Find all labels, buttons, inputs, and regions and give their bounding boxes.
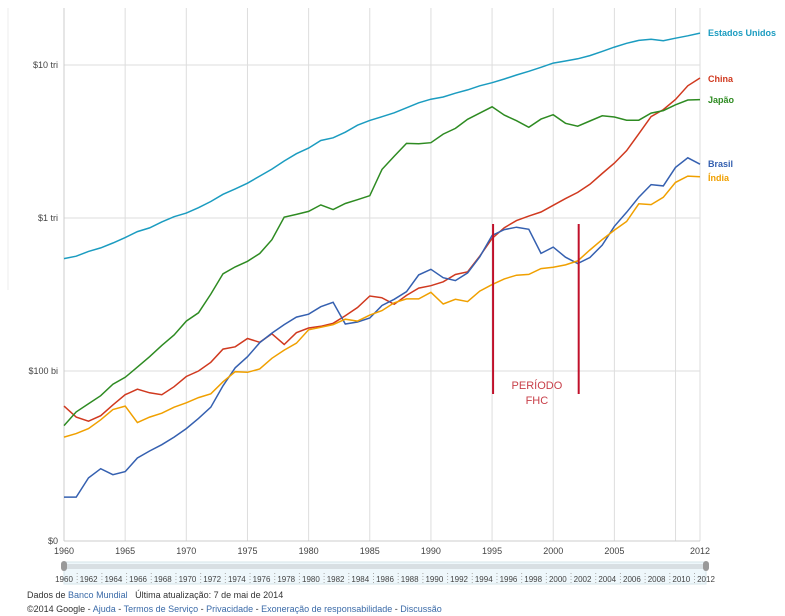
timeline-label: 2000 xyxy=(549,575,567,584)
series-line-Índia[interactable] xyxy=(63,175,701,438)
timeline-label: 1994 xyxy=(475,575,493,584)
timeline-label: 1976 xyxy=(253,575,271,584)
x-tick-label: 1975 xyxy=(237,546,257,556)
series-line-Estados Unidos[interactable] xyxy=(63,32,701,260)
timeline-label: 1964 xyxy=(104,575,122,584)
timeline-label: 1980 xyxy=(302,575,320,584)
terms-link[interactable]: Termos de Serviço xyxy=(123,604,199,614)
data-prefix: Dados de xyxy=(27,590,66,600)
timeline-range[interactable] xyxy=(64,564,706,569)
x-tick-label: 1970 xyxy=(176,546,196,556)
timeline-label: 2002 xyxy=(574,575,592,584)
x-tick-label: 1980 xyxy=(299,546,319,556)
timeline-label: 1962 xyxy=(80,575,98,584)
timeline-label: 1974 xyxy=(228,575,246,584)
timeline-label: 1984 xyxy=(351,575,369,584)
x-tick-label: 1990 xyxy=(421,546,441,556)
series-line-Brasil[interactable] xyxy=(64,156,701,498)
y-tick-label: $1 tri xyxy=(38,213,58,223)
timeline-label: 2008 xyxy=(648,575,666,584)
y-tick-label: $100 bi xyxy=(28,366,58,376)
x-tick-label: 1985 xyxy=(360,546,380,556)
series-line-Japão[interactable] xyxy=(63,98,701,427)
timeline-label: 1982 xyxy=(327,575,345,584)
timeline-label: 1990 xyxy=(425,575,443,584)
timeline-label: 1988 xyxy=(401,575,419,584)
x-tick-label: 1960 xyxy=(54,546,74,556)
timeline-label: 2006 xyxy=(623,575,641,584)
series-label: China xyxy=(708,74,734,84)
timeline-handle-right[interactable] xyxy=(703,561,709,571)
timeline-handle-left[interactable] xyxy=(61,561,67,571)
timeline-label: 1970 xyxy=(179,575,197,584)
timeline-label: 1968 xyxy=(154,575,172,584)
copyright: ©2014 Google - xyxy=(27,604,91,614)
x-tick-label: 1995 xyxy=(482,546,502,556)
privacy-link[interactable]: Privacidade xyxy=(206,604,254,614)
series-line-China[interactable] xyxy=(63,77,701,423)
data-source-link[interactable]: Banco Mundial xyxy=(68,590,128,600)
gdp-line-chart: 1960 1965 1970 1975 1980 1985 1990 1995 2000 2005… xyxy=(7,8,776,585)
timeline-label: 2010 xyxy=(672,575,690,584)
x-tick-label: 2000 xyxy=(543,546,563,556)
help-link[interactable]: Ajuda xyxy=(92,604,116,614)
timeline-label: 1960 xyxy=(55,575,73,584)
timeline-label: 2012 xyxy=(697,575,715,584)
x-tick-label: 1965 xyxy=(115,546,135,556)
timeline-label: 1972 xyxy=(203,575,221,584)
timeline-label: 2004 xyxy=(598,575,616,584)
timeline-label: 1978 xyxy=(277,575,295,584)
y-tick-label: $10 tri xyxy=(33,60,58,70)
series-label: Índia xyxy=(708,173,730,183)
series-label: Brasil xyxy=(708,159,733,169)
timeline-label: 1992 xyxy=(450,575,468,584)
annotation-label: PERÍODO xyxy=(512,379,563,392)
y-tick-label: $0 xyxy=(48,536,58,546)
x-tick-label: 2012 xyxy=(690,546,710,556)
discussion-link[interactable]: Discussão xyxy=(400,604,442,614)
series-label: Estados Unidos xyxy=(708,28,776,38)
timeline-label: 1996 xyxy=(500,575,518,584)
series-label: Japão xyxy=(708,95,735,105)
timeline-label: 1998 xyxy=(524,575,542,584)
data-source-line: Dados de Banco Mundial Última atualizaçã… xyxy=(27,590,283,600)
timeline-label: 1986 xyxy=(376,575,394,584)
footer-links: ©2014 Google - Ajuda - Termos de Serviço… xyxy=(27,604,442,614)
disclaimer-link[interactable]: Exoneração de responsabilidade xyxy=(261,604,393,614)
timeline-label: 1966 xyxy=(129,575,147,584)
x-tick-label: 2005 xyxy=(604,546,624,556)
last-updated: Última atualização: 7 de mai de 2014 xyxy=(135,590,284,600)
annotation-label: FHC xyxy=(526,395,549,407)
